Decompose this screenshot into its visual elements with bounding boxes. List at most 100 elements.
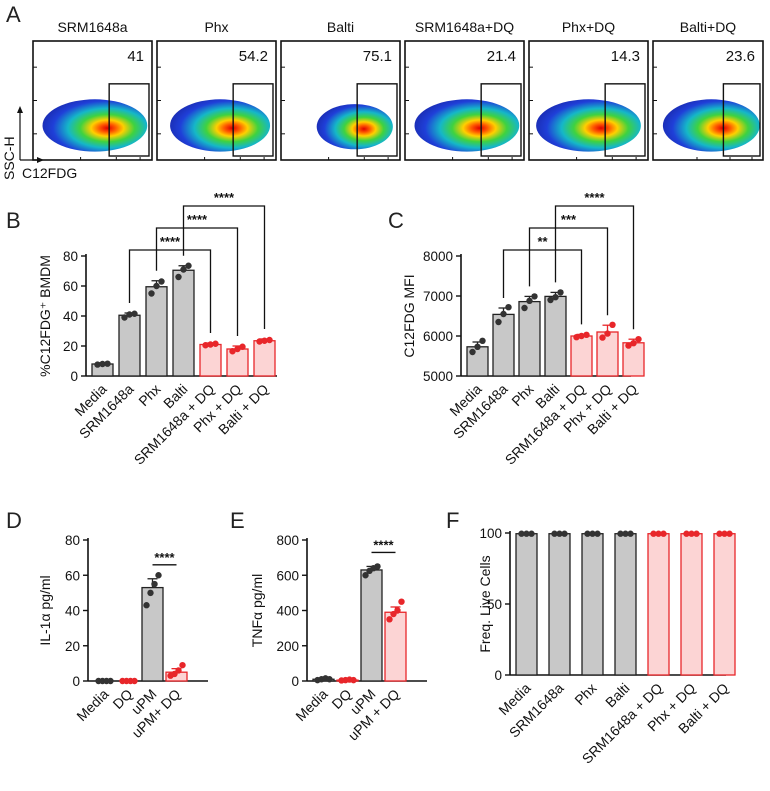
data-point xyxy=(394,607,401,614)
y-tick-label: 6000 xyxy=(423,329,453,344)
data-point xyxy=(551,530,558,537)
data-point xyxy=(660,530,667,537)
flow-gate-percent: 41 xyxy=(127,48,144,65)
data-point xyxy=(716,530,723,537)
data-point xyxy=(650,530,657,537)
data-point xyxy=(469,348,476,356)
flow-density-blob xyxy=(316,104,393,150)
data-point xyxy=(630,340,637,347)
flow-plot-title: Phx xyxy=(204,19,228,35)
y-tick-label: 20 xyxy=(65,639,80,654)
data-point xyxy=(573,334,580,341)
flow-gate-percent: 14.3 xyxy=(611,48,640,65)
bar-balti xyxy=(614,533,637,676)
data-point xyxy=(175,667,182,674)
flow-y-arrowhead xyxy=(17,106,23,113)
panel-label-b: B xyxy=(6,208,21,233)
data-point xyxy=(126,311,133,318)
data-point xyxy=(609,321,616,328)
significance-label: ** xyxy=(537,234,548,249)
significance-label: **** xyxy=(584,190,605,205)
data-point xyxy=(584,530,591,537)
panel-label-d: D xyxy=(6,508,22,533)
data-point xyxy=(202,342,209,349)
data-point xyxy=(627,530,634,537)
y-tick-label: 20 xyxy=(63,339,78,354)
bar-srm1648a-dq xyxy=(570,335,593,377)
data-point xyxy=(212,340,219,347)
data-point xyxy=(374,563,381,570)
data-point xyxy=(398,598,405,605)
data-point xyxy=(256,338,263,345)
flow-gate-percent: 54.2 xyxy=(239,48,268,65)
significance-bracket xyxy=(155,227,239,336)
data-point xyxy=(604,330,611,337)
bar-balti-dq xyxy=(713,533,736,676)
data-point xyxy=(121,314,128,321)
significance-label: **** xyxy=(187,212,208,227)
bar-upm-dq xyxy=(384,611,407,682)
data-point xyxy=(207,341,214,348)
flow-gate-percent: 75.1 xyxy=(363,48,392,65)
y-tick-label: 50 xyxy=(487,597,502,612)
data-point xyxy=(474,343,481,350)
panel-label-f: F xyxy=(446,508,459,533)
data-point xyxy=(521,304,528,312)
data-point xyxy=(99,360,106,368)
flow-density-blob xyxy=(170,99,271,152)
data-point xyxy=(635,336,642,343)
data-point xyxy=(578,332,585,340)
data-point xyxy=(552,294,559,301)
flow-gate-percent: 23.6 xyxy=(726,48,755,65)
data-point xyxy=(726,530,733,537)
bar-srm1648a xyxy=(548,533,571,676)
data-point xyxy=(107,677,114,685)
bar-upm xyxy=(141,586,164,682)
y-tick-label: 7000 xyxy=(423,289,453,304)
category-label: Media xyxy=(73,686,111,724)
data-point xyxy=(594,530,601,537)
data-point xyxy=(589,530,596,537)
flow-density-blob xyxy=(42,99,148,152)
data-point xyxy=(234,345,241,353)
y-tick-label: 0 xyxy=(291,674,299,689)
significance-label: **** xyxy=(214,190,235,205)
data-point xyxy=(239,343,246,350)
data-point xyxy=(625,342,632,349)
category-label: Phx xyxy=(508,381,536,409)
data-point xyxy=(518,530,525,537)
y-tick-label: 800 xyxy=(276,533,299,548)
panel-label-a: A xyxy=(6,2,21,27)
data-point xyxy=(693,530,700,537)
bar-srm1648a xyxy=(118,314,141,377)
flow-density-blob xyxy=(414,99,520,152)
data-point xyxy=(479,337,486,344)
data-point xyxy=(655,530,662,537)
data-point xyxy=(185,262,192,269)
data-point xyxy=(622,530,629,537)
data-point xyxy=(94,361,101,368)
y-axis-title: Freq. Live Cells xyxy=(477,555,493,652)
flow-gate xyxy=(356,83,398,157)
bar-balti xyxy=(172,269,195,377)
y-tick-label: 600 xyxy=(276,568,299,583)
significance-label: **** xyxy=(373,537,394,552)
flow-plot-title: Balti xyxy=(327,19,354,35)
data-point xyxy=(179,661,186,669)
data-point xyxy=(362,572,369,579)
data-point xyxy=(523,530,530,537)
category-label: Phx xyxy=(571,680,599,708)
y-axis-title: C12FDG MFI xyxy=(401,274,417,357)
data-point xyxy=(158,278,165,285)
bar-balti-dq xyxy=(622,342,645,377)
panel-label-c: C xyxy=(388,208,404,233)
bar-srm1648a-dq xyxy=(647,533,670,676)
data-point xyxy=(721,530,728,537)
y-tick-label: 40 xyxy=(65,604,80,619)
data-point xyxy=(599,334,606,341)
flow-gate xyxy=(604,83,646,157)
